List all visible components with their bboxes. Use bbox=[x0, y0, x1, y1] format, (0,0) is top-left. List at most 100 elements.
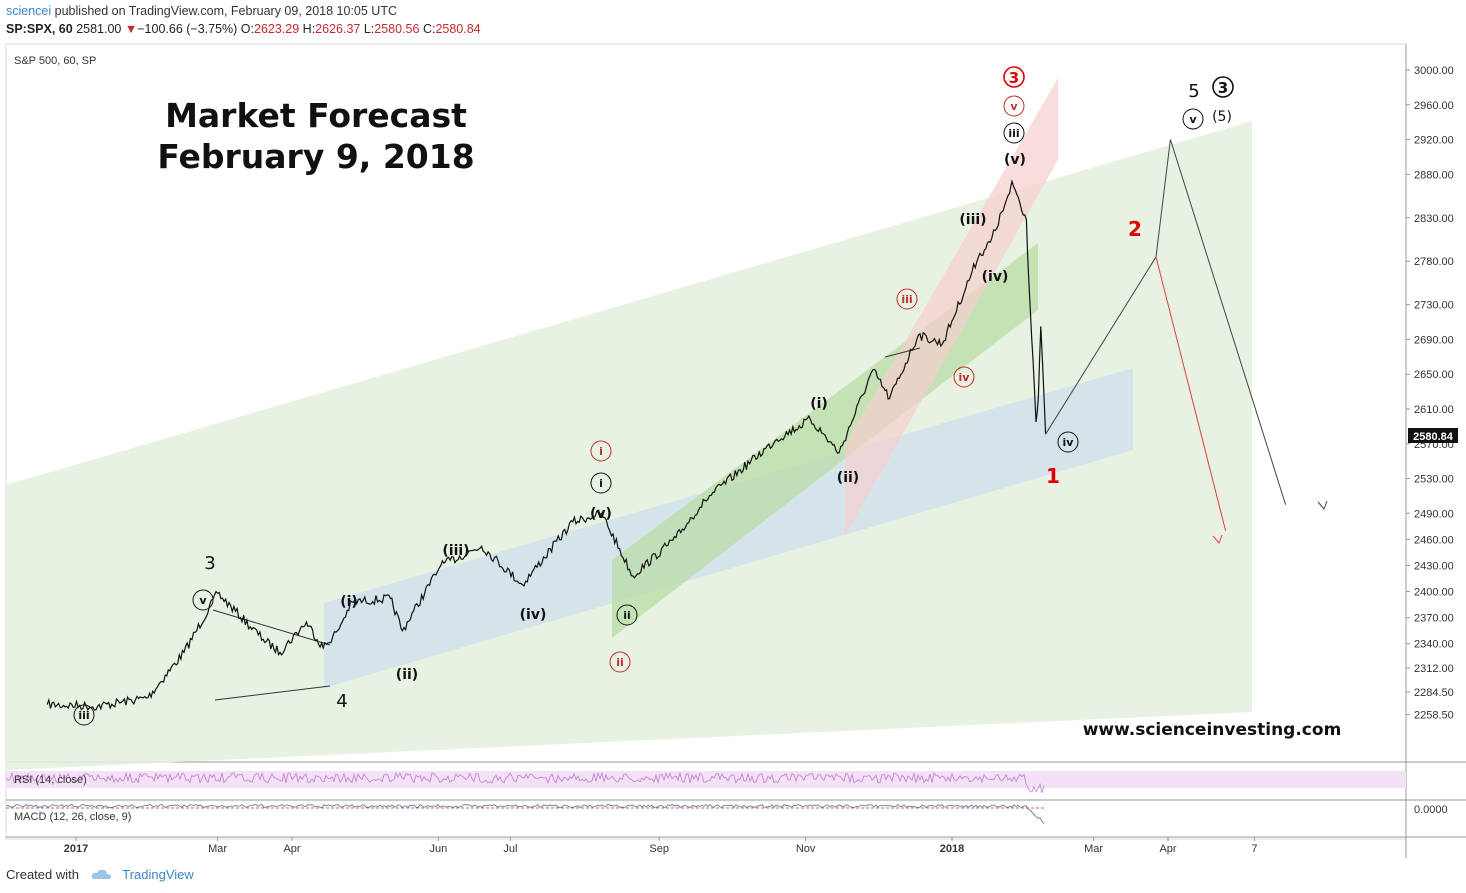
x-tick-label: Mar bbox=[208, 843, 227, 855]
ohlc-legend: SP:SPX, 60 2581.00 ▼−100.66 (−3.75%) O:2… bbox=[6, 22, 481, 36]
x-tick-label: Sep bbox=[649, 843, 669, 855]
circ-iii-top: iii bbox=[1003, 122, 1025, 144]
forecast-arrowhead-red bbox=[1212, 534, 1223, 544]
macd-zero-tick: 0.0000 bbox=[1414, 804, 1448, 816]
last-price-tag bbox=[1408, 428, 1458, 443]
x-tick-label: Jun bbox=[430, 843, 448, 855]
rsi-label: RSI (14, close) bbox=[14, 774, 87, 786]
down-triangle-icon: ▼ bbox=[124, 22, 138, 36]
wave-labels: 3 4 5 (5) bbox=[204, 81, 1232, 712]
y-tick-label: 2780.00 bbox=[1414, 256, 1454, 268]
open-value: 2623.29 bbox=[254, 22, 300, 36]
wave-5-label: 5 bbox=[1188, 81, 1199, 102]
svg-text:v: v bbox=[1189, 113, 1197, 126]
x-tick-label: Jul bbox=[503, 843, 517, 855]
macd-label: MACD (12, 26, close, 9) bbox=[14, 811, 131, 823]
svg-text:v: v bbox=[199, 594, 207, 607]
x-tick-label: 2017 bbox=[64, 843, 88, 855]
last-price-tag-text: 2580.84 bbox=[1413, 431, 1454, 443]
svg-text:3: 3 bbox=[1009, 69, 1019, 87]
y-tick-label: 2370.00 bbox=[1414, 613, 1454, 625]
triangle-lines bbox=[212, 347, 921, 701]
x-tick-label: Nov bbox=[796, 843, 816, 855]
circ-v-red-top: v bbox=[1003, 95, 1025, 117]
author-link[interactable]: sciencei bbox=[6, 4, 52, 18]
last-price: 2581.00 bbox=[76, 22, 122, 36]
low-label: L: bbox=[363, 22, 375, 36]
wave-ii-label-2: (ii) bbox=[837, 470, 859, 486]
y-tick-label: 2960.00 bbox=[1414, 100, 1454, 112]
svg-text:v: v bbox=[1010, 100, 1018, 113]
circ-iv-red: iv bbox=[953, 366, 975, 388]
circ-iii-red: iii bbox=[896, 288, 918, 310]
y-tick-label: 2830.00 bbox=[1414, 213, 1454, 225]
x-tick-label: 7 bbox=[1251, 843, 1257, 855]
open-label: O: bbox=[240, 22, 254, 36]
created-with-text: Created with bbox=[6, 867, 79, 882]
wave-iv-label-1: (iv) bbox=[520, 607, 547, 623]
svg-text:iii: iii bbox=[78, 709, 89, 722]
circ-3-black: 3 bbox=[1212, 76, 1234, 98]
red-wave-numbers: 1 2 bbox=[1046, 217, 1142, 488]
circ-i-red: i bbox=[590, 440, 612, 462]
wave-iii-label-2: (iii) bbox=[959, 212, 986, 228]
circ-ii-black: ii bbox=[616, 604, 638, 626]
x-tick-label: Apr bbox=[283, 843, 300, 855]
svg-text:iii: iii bbox=[901, 293, 912, 306]
circ-ii-red: ii bbox=[609, 651, 631, 673]
y-tick-label: 2400.00 bbox=[1414, 587, 1454, 599]
instrument-label: S&P 500, 60, SP bbox=[14, 55, 96, 67]
rsi-band bbox=[6, 771, 1406, 788]
tradingview-link[interactable]: TradingView bbox=[122, 867, 194, 882]
y-tick-label: 2730.00 bbox=[1414, 300, 1454, 312]
wave-4-label: 4 bbox=[336, 691, 347, 712]
wave-v-label-1: (v) bbox=[590, 506, 612, 522]
y-tick-label: 3000.00 bbox=[1414, 65, 1454, 77]
wave-3-label: 3 bbox=[204, 553, 215, 574]
macd-line bbox=[5, 803, 1045, 825]
website-watermark: www.scienceinvesting.com bbox=[1083, 720, 1342, 740]
circ-iii-black: iii bbox=[73, 704, 95, 726]
x-tick-label: 2018 bbox=[940, 843, 964, 855]
high-label: H: bbox=[302, 22, 316, 36]
circ-iv-black: iv bbox=[1057, 431, 1079, 453]
wave-iii-label-1: (iii) bbox=[442, 543, 469, 559]
y-tick-label: 2258.50 bbox=[1414, 710, 1454, 722]
red-wave-1-label: 1 bbox=[1046, 464, 1060, 488]
y-tick-label: 2610.00 bbox=[1414, 404, 1454, 416]
tradingview-cloud-icon bbox=[91, 869, 111, 879]
y-tick-label: 2690.00 bbox=[1414, 334, 1454, 346]
wave-ii-label-1: (ii) bbox=[396, 667, 418, 683]
x-tick-label: Mar bbox=[1084, 843, 1103, 855]
svg-text:3: 3 bbox=[1218, 79, 1228, 97]
x-tick-label: Apr bbox=[1159, 843, 1176, 855]
svg-text:iv: iv bbox=[1063, 436, 1075, 449]
circ-3-red: 3 bbox=[1003, 66, 1025, 88]
circ-i-black: i bbox=[590, 472, 612, 494]
high-value: 2626.37 bbox=[315, 22, 361, 36]
x-axis-ticks: 2017 Mar Apr Jun Jul Sep Nov 2018 Mar Apr 7 bbox=[64, 837, 1257, 855]
published-text: published on TradingView.com, February 0… bbox=[54, 4, 397, 18]
svg-text:i: i bbox=[599, 477, 603, 490]
svg-text:i: i bbox=[599, 445, 603, 458]
low-value: 2580.56 bbox=[374, 22, 420, 36]
y-tick-label: 2920.00 bbox=[1414, 135, 1454, 147]
circ-v-forecast: v bbox=[1182, 108, 1204, 130]
y-tick-label: 2530.00 bbox=[1414, 474, 1454, 486]
footer: Created with TradingView bbox=[6, 867, 194, 882]
y-tick-label: 2490.00 bbox=[1414, 508, 1454, 520]
paren-wave-labels: (i) (ii) (iii) (iv) (v) (i) (ii) (iii) (… bbox=[340, 152, 1026, 683]
price-series bbox=[46, 179, 1047, 711]
forecast-path-black bbox=[1045, 139, 1287, 505]
svg-text:iv: iv bbox=[959, 371, 971, 384]
wave-v-label-2: (v) bbox=[1004, 152, 1026, 168]
red-wave-2-label: 2 bbox=[1128, 217, 1142, 241]
close-value: 2580.84 bbox=[435, 22, 481, 36]
symbol-label: SP:SPX, 60 bbox=[6, 22, 73, 36]
forecast-arrowhead-black bbox=[1317, 500, 1328, 510]
rsi-line bbox=[5, 771, 1045, 793]
svg-text:ii: ii bbox=[616, 656, 624, 669]
y-tick-label: 2880.00 bbox=[1414, 169, 1454, 181]
circled-wave-labels: iii v i i ii ii iii iv iii v 3 iv v 3 bbox=[73, 66, 1234, 726]
